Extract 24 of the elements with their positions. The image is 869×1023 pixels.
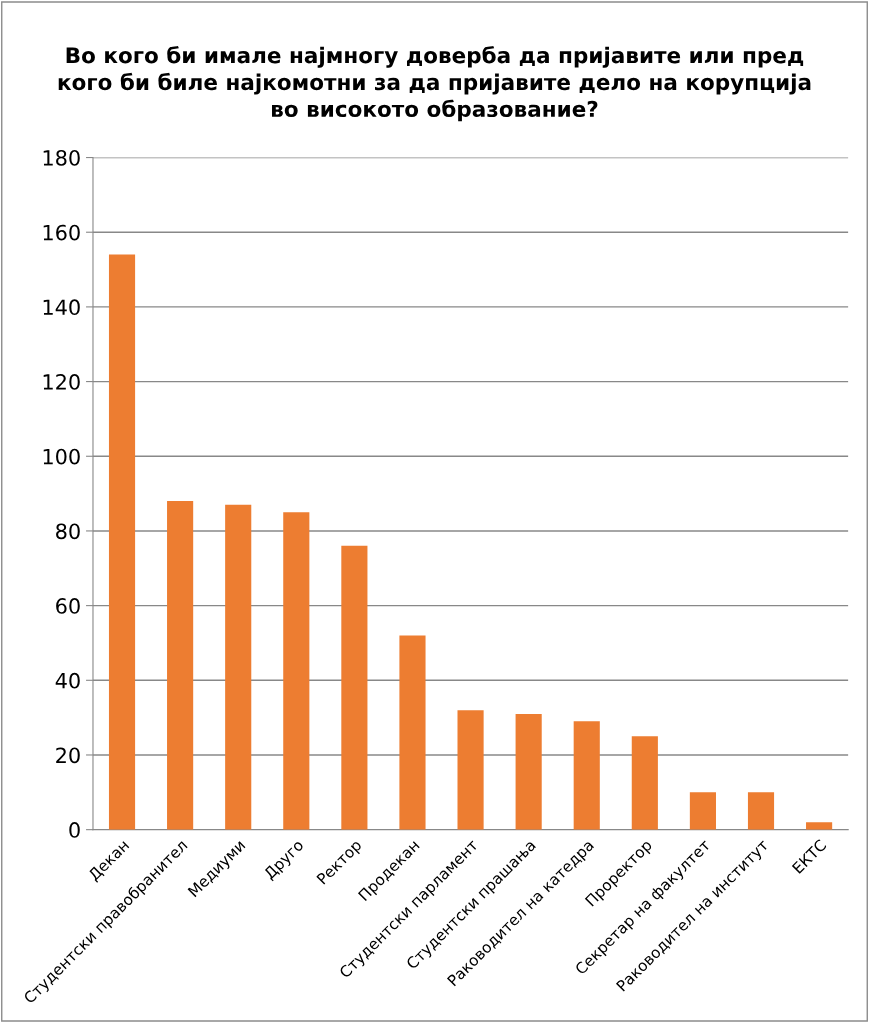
- y-tick-label: 140: [43, 299, 80, 316]
- bar: [108, 254, 136, 830]
- bar: [631, 736, 658, 830]
- bar: [283, 512, 310, 830]
- y-tick-label: 100: [43, 448, 80, 465]
- bar: [457, 710, 484, 830]
- y-tick-label: 180: [43, 149, 80, 166]
- y-tick-label: 160: [43, 224, 80, 241]
- bar: [225, 504, 252, 830]
- bar: [689, 792, 716, 830]
- y-tick-label: 80: [56, 523, 80, 540]
- bar: [341, 545, 368, 830]
- bar: [747, 792, 775, 830]
- bar: [573, 721, 600, 830]
- y-tick-label: 60: [56, 598, 80, 614]
- y-tick-label: 40: [55, 672, 80, 689]
- chart-title: Во кого би имале најмногу доверба да пријавите или пред кого би биле најкомотни за да пријавите дело на корупција во високото образование?: [58, 46, 811, 122]
- bar: [515, 713, 542, 830]
- bar: [167, 501, 194, 830]
- y-tick-label: 120: [43, 374, 80, 390]
- y-tick-label: 20: [56, 747, 80, 764]
- y-tick-label: 0: [69, 822, 80, 838]
- bar: [806, 822, 833, 830]
- bar: [399, 635, 426, 830]
